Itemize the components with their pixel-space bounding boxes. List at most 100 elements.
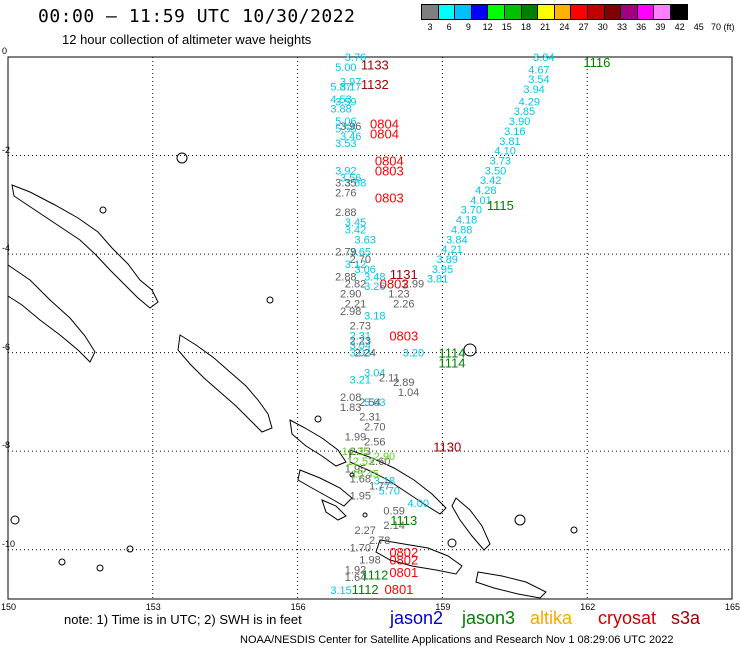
color-scale-label: 6	[446, 22, 452, 32]
wave-height-value: 3.42	[345, 224, 366, 236]
wave-height-value: 2.31	[359, 412, 380, 424]
wave-height-value: 3.81	[499, 136, 520, 148]
wave-height-value: 15.45	[351, 468, 379, 480]
x-tick-label: 150	[1, 602, 17, 612]
wave-height-value: 1.04	[398, 387, 419, 399]
pass-time-label: 1132	[361, 77, 389, 92]
wave-height-value: 5.63	[364, 397, 385, 409]
pass-time-label: 0804	[370, 126, 399, 141]
wave-height-value: 3.04	[350, 340, 371, 352]
color-scale-label: 39	[655, 22, 666, 32]
wave-height-value: 3.59	[335, 96, 356, 108]
wave-height-value: 4.67	[528, 64, 549, 76]
wave-height-value: 3.54	[528, 74, 549, 86]
wave-height-value: 3.04	[364, 367, 385, 379]
wave-height-value: 1.98	[359, 555, 380, 567]
color-scale-label: 9	[465, 22, 471, 32]
color-scale-swatch	[669, 4, 688, 20]
wave-height-value: 3.73	[490, 155, 511, 167]
wave-height-value: 3.68	[345, 178, 366, 190]
wave-height-value: 5.70	[379, 486, 400, 498]
pass-time-label: 0803	[375, 190, 404, 205]
x-tick-label: 159	[435, 602, 451, 612]
wave-height-value: 3.46	[340, 131, 361, 143]
wave-height-value: 3.90	[509, 116, 530, 128]
wave-height-value: 3.85	[514, 106, 535, 118]
wave-height-value: 3.17	[340, 82, 361, 94]
wave-height-value: 3.63	[354, 234, 375, 246]
pass-time-label: 3.15	[330, 585, 351, 597]
wave-height-value: 3.50	[485, 165, 506, 177]
wave-height-value: 3.26	[364, 281, 385, 293]
pass-time-label: 1114	[439, 355, 466, 370]
wave-height-value: 3.65	[350, 247, 371, 259]
wave-height-value: 3.53	[335, 138, 356, 150]
color-scale-label: 36	[636, 22, 647, 32]
wave-height-value: 3.18	[374, 476, 395, 488]
color-scale-label: 30	[597, 22, 608, 32]
pass-time-labels: 1133113208040804080408030803113108030803…	[330, 55, 610, 597]
wave-height-value: 2.78	[369, 535, 390, 547]
color-scale-label: 3	[427, 22, 433, 32]
wave-height-value: 1.70	[350, 542, 371, 554]
pass-time-label: 1133	[361, 57, 389, 72]
coast-islet	[10, 515, 20, 525]
coast-vella-lavella	[321, 499, 347, 521]
wave-height-value: 1.23	[388, 289, 409, 301]
y-tick-label: -10	[2, 538, 16, 549]
wave-height-value: 4.28	[475, 185, 496, 197]
color-scale-labels: 3 6 9 12 15 18 21 24 27 30 33 36 39 42 45 70 (ft)	[421, 22, 734, 34]
wave-height-value: 2.11	[379, 372, 400, 384]
wave-height-value: 2.89	[393, 377, 414, 389]
wave-height-value: 1.64	[345, 572, 366, 584]
wave-height-value: 3.16	[504, 126, 525, 138]
coast-makira	[475, 571, 547, 599]
color-scale-label: 18	[520, 22, 532, 32]
footer-note: note: 1) Time is in UTC; 2) SWH is in fe…	[64, 612, 302, 627]
coast-islet	[463, 343, 477, 357]
wave-height-value: 0.59	[383, 505, 404, 517]
y-tick-label: 0	[2, 46, 8, 56]
legend-entry-jason3: jason3	[462, 608, 516, 628]
footer-credit: NOAA/NESDIS Center for Satellite Applica…	[240, 634, 674, 646]
wave-height-value: 2.90	[374, 451, 395, 463]
color-scale-label: 45	[693, 22, 704, 32]
wave-height-value: 3.20	[403, 348, 424, 360]
color-scale-label: 42	[674, 22, 685, 32]
coast-islet	[570, 526, 578, 534]
coast-islet	[314, 415, 322, 423]
wave-height-value: 3.45	[345, 217, 366, 229]
color-scale-label: 70 (ft)	[710, 22, 735, 32]
wave-height-value: 2.82	[345, 279, 366, 291]
pass-time-label: 0802	[389, 545, 418, 560]
coast-islet	[96, 564, 104, 572]
coast-islet	[126, 545, 134, 553]
pass-time-label: 1115	[487, 198, 514, 213]
coast-bougainville	[177, 334, 273, 433]
y-tick-label: -4	[2, 243, 11, 254]
pass-time-label: 1130	[433, 439, 461, 454]
wave-height-value: 3.84	[446, 234, 467, 246]
coast-islet	[447, 538, 457, 548]
wave-height-value: 1.99	[345, 431, 366, 443]
wave-height-value: 5.00	[335, 62, 356, 74]
x-tick-label: 156	[290, 602, 306, 612]
wave-height-value: 3.48	[364, 271, 385, 283]
pass-time-label: 0803	[389, 328, 418, 343]
pass-time-label: 0801	[389, 565, 418, 580]
color-scale-bar	[421, 4, 688, 20]
wave-height-value: 2.24	[354, 348, 375, 360]
wave-height-value: 3.03	[350, 348, 371, 360]
wave-height-value: 2.79	[335, 247, 356, 259]
pass-time-label: 0803	[375, 163, 404, 178]
pass-time-label: 0802	[389, 553, 418, 568]
wave-height-value: 1.77	[369, 481, 390, 493]
wave-height-value: 4.00	[408, 498, 429, 510]
coast-islet	[58, 558, 66, 566]
wave-height-value: 2.54	[359, 397, 380, 409]
wave-height-value: 2.27	[354, 525, 375, 537]
wave-height-value: 14.35	[342, 446, 370, 458]
color-scale-label: 21	[540, 22, 551, 32]
coast-islet	[362, 512, 368, 518]
